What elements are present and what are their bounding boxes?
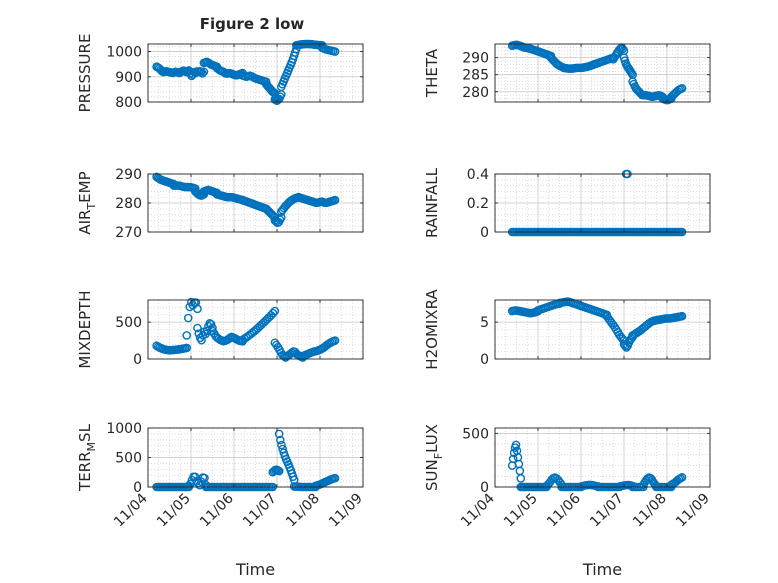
data-point [618,334,627,343]
axes-box [494,299,711,360]
axes-terr-msl: 0 500 1000 11/04 11/05 11/06 11/07 11/08 11/09 Ti… [76,421,366,579]
y-tick-label: 270 [115,225,142,241]
x-tick-label: 11/05 [501,491,541,531]
data-point [508,454,518,464]
x-tick-label: 11/08 [630,491,670,531]
y-tick-label: 290 [115,167,142,183]
data-point [268,210,277,220]
y-tick-label: 1000 [106,421,142,437]
y-tick-label: 280 [115,196,142,212]
data-point [516,474,526,483]
y-axis-label: AIRTEMP [76,171,98,234]
y-tick-label: 0 [133,480,142,496]
axes-box [494,43,711,103]
data-point [198,69,207,78]
data-point [274,466,284,476]
y-tick-label: 285 [462,68,489,84]
axes-sun-flux: 0 500 11/04 11/05 11/06 11/07 11/08 11/09 Time SU… [423,424,713,579]
x-tick-label: 11/07 [240,491,280,531]
y-tick-label: 0.2 [467,196,489,212]
data-point [193,304,202,314]
data-point [182,343,191,353]
x-tick-label: 11/04 [111,490,151,530]
axes-box [147,43,364,103]
data-point [225,333,235,343]
y-tick-label: 500 [115,315,142,331]
y-tick-label: 290 [462,51,489,67]
axes-pressure: 800 900 1000 PRESSURE [76,34,364,113]
data-point [190,184,200,193]
x-tick-label: 11/06 [544,490,584,530]
data-point [677,473,687,482]
data-point [330,336,340,345]
y-tick-label: 500 [115,451,142,467]
x-axis-label: Time [235,560,275,579]
data-point [182,331,191,340]
data-point [196,67,206,76]
x-tick-label: 11/06 [197,490,237,530]
data-point [276,435,285,445]
data-point [193,323,202,333]
y-tick-label: 1000 [106,45,142,61]
axes-air-temp: 270 280 290 AIRTEMP [76,167,364,241]
data-point [677,311,687,321]
y-tick-label: 500 [462,426,489,442]
y-axis-label: RAINFALL [423,167,441,238]
y-tick-label: 5 [480,315,489,331]
x-tick-label: 11/05 [154,491,194,531]
axes-box [494,427,711,488]
data-point [277,440,286,450]
data-point [205,319,215,328]
axes-box [147,299,364,360]
data-point [330,473,340,483]
data-point [618,44,628,54]
data-point [614,45,624,55]
data-point [330,47,340,56]
x-tick-label: 11/08 [283,491,323,531]
x-tick-label: 11/07 [587,491,627,531]
data-point [511,440,521,450]
x-axis-label: Time [582,560,622,579]
x-tick-label: 11/09 [326,491,366,531]
y-axis-label: PRESSURE [76,34,94,113]
y-tick-label: 800 [115,95,142,111]
x-tick-label: 11/09 [673,491,713,531]
data-point [330,195,340,205]
y-tick-label: 900 [115,70,142,86]
y-axis-label: H2OMIXRA [423,289,441,370]
data-point [208,323,217,333]
y-axis-label: SUNFLUX [423,424,445,491]
data-point [268,308,278,318]
y-tick-label: 0.4 [467,167,489,183]
axes-h2omixra: 0 5 H2OMIXRA [423,289,711,370]
y-tick-label: 0 [480,480,489,496]
axes-mixdepth: 0 500 MIXDEPTH [76,290,364,369]
data-point [270,306,280,316]
y-tick-label: 0 [133,352,142,368]
y-axis-label: THETA [423,48,441,98]
data-point [677,84,687,93]
data-point [274,429,284,439]
data-point [199,67,209,77]
data-point [197,335,206,345]
data-point [183,313,193,323]
axes-rainfall: 0 0.2 0.4 RAINFALL [423,167,711,241]
y-tick-label: 0 [480,225,489,241]
x-tick-label: 11/04 [458,490,498,530]
y-axis-label: MIXDEPTH [76,290,94,368]
y-tick-label: 0 [480,352,489,368]
data-point [622,343,631,352]
y-tick-label: 280 [462,85,489,101]
figure-title: Figure 2 low [200,15,305,33]
y-axis-label: TERRMSL [76,423,98,492]
